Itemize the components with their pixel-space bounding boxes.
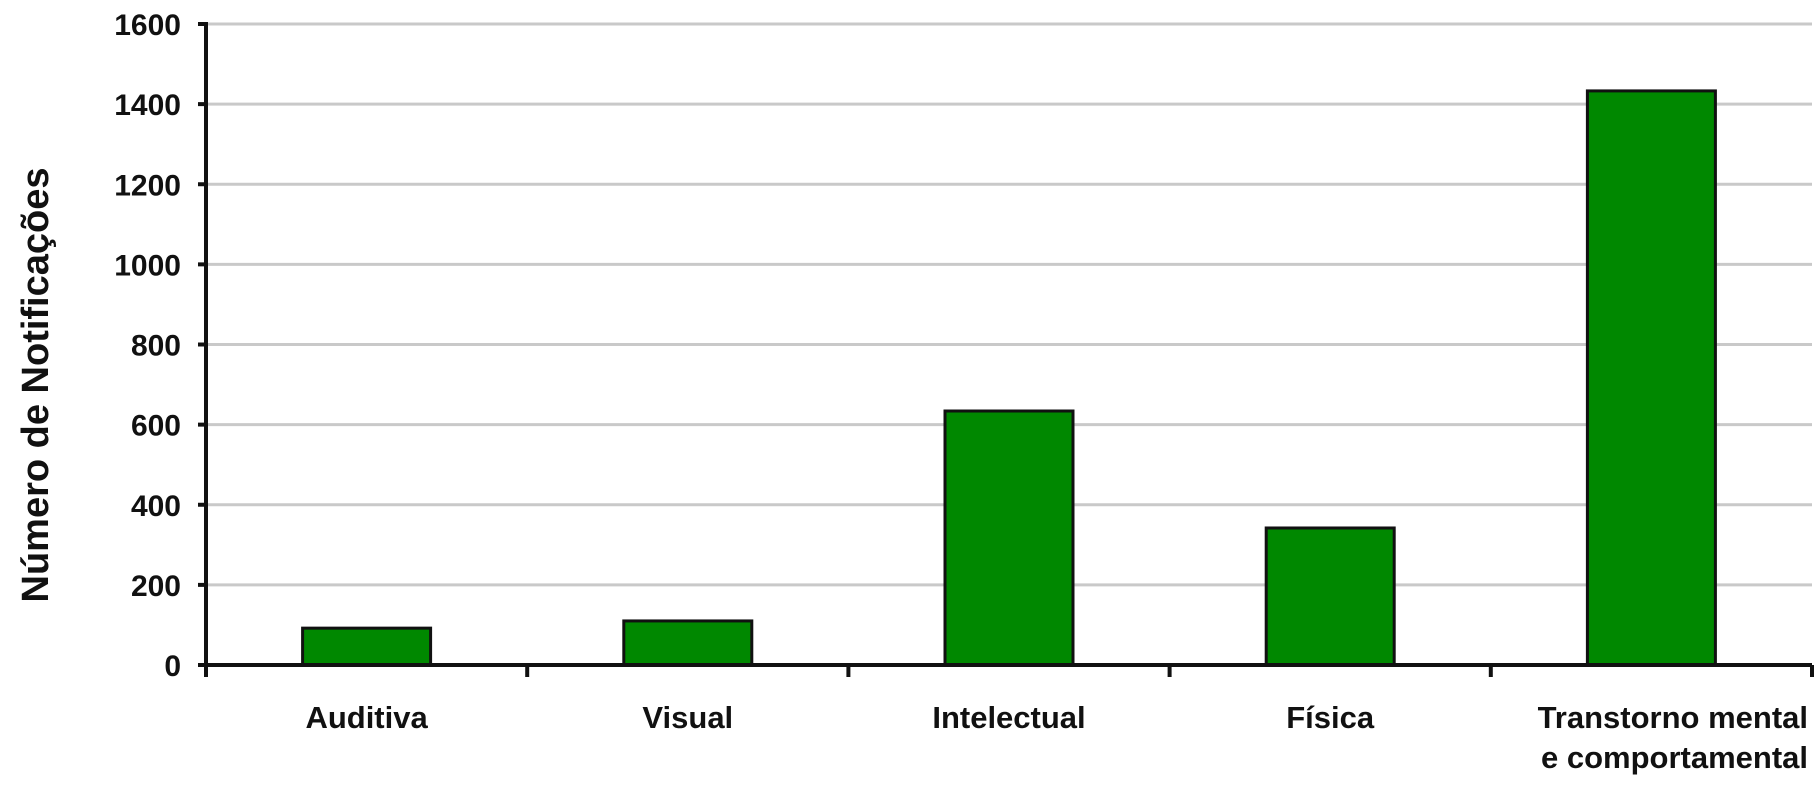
y-tick-label: 0 (164, 650, 181, 683)
y-tick-label: 1000 (114, 249, 181, 282)
y-tick-label: 600 (131, 410, 181, 443)
bar (622, 619, 754, 667)
bar (1585, 89, 1717, 667)
bar (301, 626, 433, 667)
y-tick-label: 1600 (114, 9, 181, 42)
y-tick-label: 1400 (114, 89, 181, 122)
x-category-label: Auditiva (305, 700, 428, 735)
y-tick-label: 200 (131, 570, 181, 603)
bar (943, 409, 1075, 667)
y-tick-label: 800 (131, 330, 181, 363)
y-axis-title: Número de Notificações (15, 168, 57, 603)
labels: 0 200 400 600 800 1000 1200 1400 1600 Auditiva Vis… (114, 9, 1808, 775)
axes (198, 22, 1814, 677)
x-category-label: Intelectual (932, 700, 1085, 735)
x-category-label: Visual (642, 700, 733, 735)
x-category-label: e comportamental (1541, 740, 1808, 775)
x-category-label: Física (1286, 700, 1375, 735)
bar (1264, 526, 1396, 667)
bars (301, 89, 1717, 667)
x-category-label: Transtorno mental (1538, 700, 1808, 735)
y-tick-label: 1200 (114, 169, 181, 202)
y-tick-label: 400 (131, 490, 181, 523)
